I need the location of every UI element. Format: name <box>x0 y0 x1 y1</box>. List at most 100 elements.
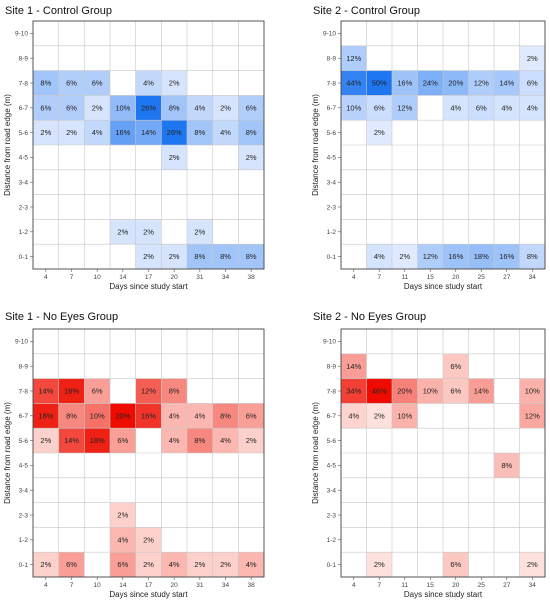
cell-value-label: 2% <box>143 252 154 261</box>
cell-value-label: 14% <box>141 128 156 137</box>
cell-value-label: 6% <box>450 387 461 396</box>
heatmap-cell <box>187 428 213 453</box>
heatmap-cell <box>212 552 239 577</box>
y-tick-label: 0-1 <box>19 562 29 569</box>
cell-value-label: 6% <box>374 103 385 112</box>
y-tick-label: 8-9 <box>327 364 337 371</box>
heatmap-cell <box>341 45 367 71</box>
cell-value-label: 2% <box>169 153 180 162</box>
cell-value-label: 6% <box>117 560 128 569</box>
cell-value-label: 2% <box>194 227 205 236</box>
cell-value-label: 10% <box>423 387 438 396</box>
y-tick-label: 9-10 <box>15 31 28 38</box>
y-tick-label: 6-7 <box>327 105 337 112</box>
y-tick-label: 0-1 <box>19 254 29 261</box>
cell-value-label: 16% <box>499 252 514 261</box>
x-tick-label: 10 <box>94 582 102 589</box>
panel-title: Site 2 - No Eyes Group <box>313 311 426 323</box>
x-tick-label: 34 <box>529 582 537 589</box>
heatmap-cell <box>135 219 162 245</box>
cell-value-label: 2% <box>527 54 538 63</box>
heatmap-cell <box>33 403 59 429</box>
cell-value-label: 14% <box>346 362 361 371</box>
heatmap-cell <box>366 120 392 145</box>
heatmap-cell <box>58 552 85 577</box>
heatmap-cell <box>110 527 136 553</box>
heatmap-cell <box>519 244 545 269</box>
cell-value-label: 6% <box>66 79 77 88</box>
cell-value-label: 2% <box>374 411 385 420</box>
y-tick-label: 7-8 <box>327 80 337 87</box>
cell-value-label: 12% <box>525 411 540 420</box>
y-tick-label: 2-3 <box>19 204 29 211</box>
cell-value-label: 8% <box>246 128 257 137</box>
cell-value-label: 2% <box>246 153 257 162</box>
x-tick-label: 31 <box>196 274 204 281</box>
heatmap-cell <box>84 95 110 121</box>
cell-value-label: 12% <box>346 54 361 63</box>
heatmap-cell <box>187 95 213 121</box>
cell-value-label: 2% <box>194 560 205 569</box>
cell-value-label: 44% <box>346 79 361 88</box>
heatmap-cell <box>135 403 162 429</box>
cell-value-label: 14% <box>474 387 489 396</box>
cell-value-label: 2% <box>117 227 128 236</box>
cell-value-label: 12% <box>141 387 156 396</box>
heatmap-cell <box>212 120 239 145</box>
y-tick-label: 4-5 <box>19 155 29 162</box>
heatmap-cell <box>341 95 367 121</box>
cell-value-label: 6% <box>450 362 461 371</box>
heatmap-cell <box>341 378 367 404</box>
heatmap-cell <box>443 353 469 379</box>
x-tick-label: 4 <box>352 274 356 281</box>
y-tick-label: 1-2 <box>327 229 337 236</box>
heatmap-panel: Site 1 - No Eyes Group 14% 18% 6% 12% 8% 18% 8%… <box>3 311 265 599</box>
x-tick-label: 34 <box>222 582 230 589</box>
panel-title: Site 1 - Control Group <box>5 5 112 17</box>
y-tick-label: 6-7 <box>19 413 29 420</box>
heatmap-panel: Site 1 - Control Group 8% 6% 6% 4% 2% 6% 6% 2% 10… <box>3 5 265 291</box>
x-tick-label: 27 <box>503 582 511 589</box>
heatmap-cell <box>212 95 239 121</box>
y-tick-label: 8-9 <box>19 364 29 371</box>
y-tick-label: 4-5 <box>327 463 337 470</box>
y-axis-title: Distance from road edge (m) <box>3 402 12 504</box>
cell-value-label: 6% <box>246 411 257 420</box>
cell-value-label: 2% <box>220 560 231 569</box>
heatmap-cell <box>110 428 136 453</box>
cell-value-label: 8% <box>220 411 231 420</box>
cell-value-label: 8% <box>66 411 77 420</box>
x-tick-label: 17 <box>145 582 153 589</box>
cell-value-label: 8% <box>169 387 180 396</box>
x-tick-label: 11 <box>401 582 408 589</box>
heatmap-cell <box>135 552 162 577</box>
x-tick-label: 4 <box>44 274 48 281</box>
heatmap-cell <box>187 120 213 145</box>
cell-value-label: 46% <box>372 387 387 396</box>
y-tick-label: 6-7 <box>327 413 337 420</box>
heatmap-cell <box>84 120 110 145</box>
cell-value-label: 6% <box>117 436 128 445</box>
heatmap-cell <box>33 70 59 96</box>
cell-value-label: 26% <box>167 128 182 137</box>
heatmap-cell <box>238 552 264 577</box>
cell-value-label: 4% <box>117 535 128 544</box>
x-tick-label: 4 <box>44 582 48 589</box>
cell-value-label: 4% <box>220 128 231 137</box>
cell-value-label: 16% <box>448 252 463 261</box>
heatmap-cell <box>238 145 264 170</box>
heatmap-cell <box>519 45 545 71</box>
heatmap-cell <box>494 244 520 269</box>
heatmap-cell <box>161 120 187 145</box>
y-tick-label: 5-6 <box>19 438 29 445</box>
heatmap-cell <box>84 428 110 453</box>
x-tick-label: 20 <box>452 274 460 281</box>
y-tick-label: 3-4 <box>327 488 337 495</box>
heatmap-cell <box>341 70 367 96</box>
heatmap-cell <box>519 70 545 96</box>
y-tick-label: 5-6 <box>327 438 337 445</box>
y-tick-label: 9-10 <box>15 339 28 346</box>
cell-value-label: 6% <box>92 387 103 396</box>
heatmap-cell <box>366 70 392 96</box>
